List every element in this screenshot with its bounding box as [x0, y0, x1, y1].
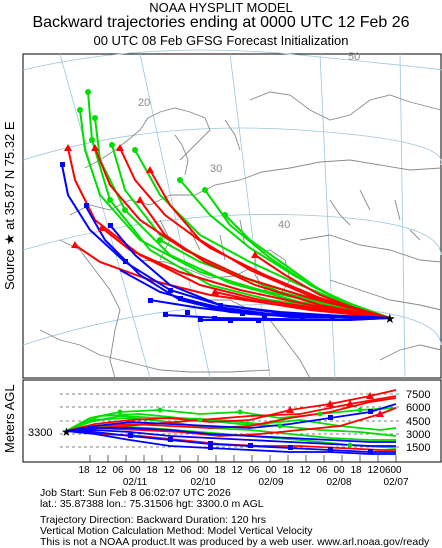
- lat-label-30: 30: [210, 163, 222, 175]
- y-tick-1500: 1500: [406, 442, 430, 454]
- x-date-tick: 02/09: [258, 477, 283, 488]
- x-hour-tick: 00: [197, 465, 209, 476]
- model-name: NOAA HYSPLIT MODEL: [149, 0, 293, 15]
- x-hour-tick: 18: [78, 465, 90, 476]
- x-date-tick: 02/08: [326, 477, 351, 488]
- x-hour-tick: 06: [112, 465, 124, 476]
- x-date-tick: 02/07: [383, 477, 408, 488]
- chart-title: Backward trajectories ending at 0000 UTC…: [32, 14, 410, 31]
- graticule-labels: 20 30 40 50: [138, 51, 360, 231]
- footer-direction: Trajectory Direction: Backward Duration:…: [40, 514, 267, 526]
- x-hour-tick: 12: [299, 465, 311, 476]
- height-start-star-icon: ★: [61, 425, 72, 439]
- x-hour-tick: 18: [214, 465, 226, 476]
- map-panel: 20 30 40 50: [22, 49, 442, 379]
- height-x-date-labels: 02/11 02/10 02/09 02/08 02/07: [123, 477, 409, 488]
- footer-job-start: Job Start: Sun Feb 8 06:02:07 UTC 2026: [40, 487, 231, 499]
- source-marker: ★: [384, 312, 396, 327]
- height-x-ticks: [89, 455, 397, 462]
- y-tick-7500: 7500: [406, 389, 430, 401]
- y-tick-3000: 3000: [406, 429, 430, 441]
- trajectories-blue: [61, 164, 391, 322]
- x-date-tick: 02/10: [190, 477, 215, 488]
- x-hour-tick: 06: [180, 465, 192, 476]
- lat-label-20: 20: [138, 97, 150, 109]
- x-hour-tick: 06: [379, 465, 391, 476]
- x-hour-tick: 06: [316, 465, 328, 476]
- footer-disclaimer: This is not a NOAA product.It was produc…: [40, 536, 430, 548]
- x-hour-tick: 18: [282, 465, 294, 476]
- height-markers: [117, 392, 384, 454]
- height-y-tick-labels: 3300 7500 6000 4500 3000 1500: [28, 389, 430, 454]
- x-hour-tick: 12: [231, 465, 243, 476]
- y-tick-4500: 4500: [406, 416, 430, 428]
- x-date-tick: 02/11: [123, 477, 148, 488]
- footer-location: lat.: 35.87388 lon.: 75.31506 hgt: 3300.…: [40, 498, 264, 510]
- x-hour-tick: 12: [367, 465, 379, 476]
- x-hour-tick: 00: [129, 465, 141, 476]
- x-hour-tick: 06: [248, 465, 260, 476]
- lat-label-50: 50: [348, 51, 360, 63]
- y-tick-6000: 6000: [406, 402, 430, 414]
- graticule: [22, 49, 442, 379]
- start-height-label: 3300: [28, 427, 52, 439]
- trajectory-markers: [60, 89, 335, 323]
- x-hour-tick: 00: [333, 465, 345, 476]
- footer-vertical-motion: Vertical Motion Calculation Method: Mode…: [40, 525, 313, 537]
- x-hour-tick: 00: [265, 465, 277, 476]
- height-panel: ★ 3300 7500 6000 4500 3000 1500 18 12 06…: [22, 379, 442, 488]
- chart-subtitle: 00 UTC 08 Feb GFSG Forecast Initializati…: [93, 33, 349, 48]
- x-hour-tick: 12: [163, 465, 175, 476]
- x-hour-tick: 00: [390, 465, 402, 476]
- x-hour-tick: 12: [95, 465, 107, 476]
- trajectories-red: [67, 147, 391, 319]
- x-hour-tick: 18: [146, 465, 158, 476]
- lat-label-40: 40: [278, 219, 290, 231]
- height-x-tick-labels: 18 12 06 00 18 12 06 00 18 12 06 00 18 1…: [78, 465, 402, 476]
- x-hour-tick: 18: [350, 465, 362, 476]
- source-star-icon: ★: [384, 312, 396, 327]
